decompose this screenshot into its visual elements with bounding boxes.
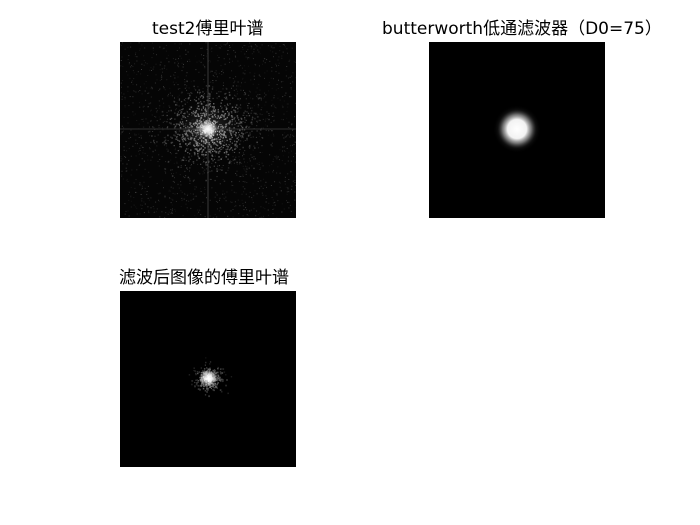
original-spectrum-svg bbox=[120, 42, 296, 218]
panel-title-butterworth-filter: butterworth低通滤波器（D0=75） bbox=[382, 19, 662, 39]
filter-passband-glow bbox=[493, 105, 541, 153]
panel-title-filtered-spectrum: 滤波后图像的傅里叶谱 bbox=[119, 268, 289, 288]
butterworth-filter-image bbox=[429, 42, 605, 218]
spectrum-center bbox=[198, 120, 218, 138]
filtered-spectrum-svg bbox=[120, 291, 296, 467]
filtered-fourier-spectrum-image bbox=[120, 291, 296, 467]
butterworth-filter-svg bbox=[429, 42, 605, 218]
panel-title-original-spectrum: test2傅里叶谱 bbox=[152, 19, 264, 39]
filtered-spectrum-center bbox=[199, 370, 217, 386]
original-fourier-spectrum-image bbox=[120, 42, 296, 218]
